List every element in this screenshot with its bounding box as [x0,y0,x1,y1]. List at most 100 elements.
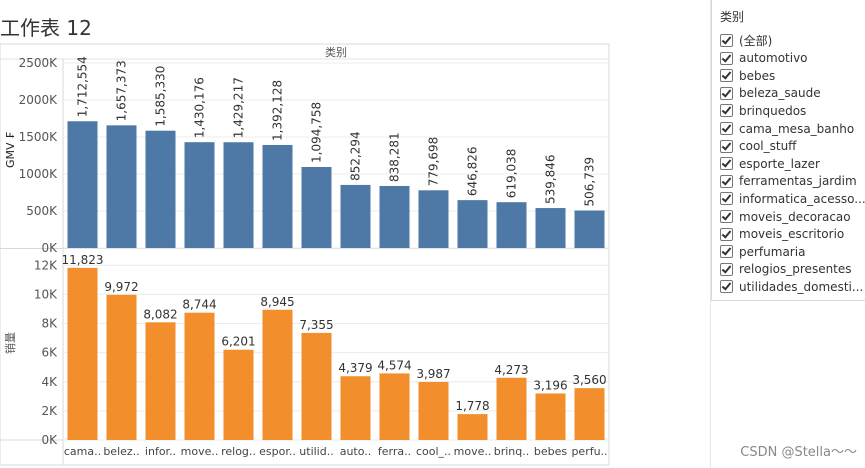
y-tick-label: 4K [41,375,58,389]
y-tick-label: 2500K [19,56,59,70]
filter-item[interactable]: cama_mesa_banho [720,120,865,137]
checkbox-checked-icon[interactable] [720,86,733,100]
filter-item[interactable]: (全部) [720,32,865,49]
checkbox-checked-icon[interactable] [720,139,733,153]
bar[interactable] [379,185,410,248]
y-tick-label: 2000K [19,93,59,107]
filter-item[interactable]: esporte_lazer [720,155,865,172]
data-label: 8,945 [260,295,294,309]
bar[interactable] [106,294,137,440]
checkbox-checked-icon[interactable] [720,174,733,188]
sales-axis-title: 销量 [3,332,17,354]
y-tick-label: 500K [26,204,58,218]
y-tick-label: 1500K [19,130,59,144]
checkbox-checked-icon[interactable] [720,210,733,223]
filter-item[interactable]: ferramentas_jardim [720,173,865,190]
checkbox-checked-icon[interactable] [720,157,733,171]
x-tick-label: bebes [534,445,568,458]
bar[interactable] [457,414,488,440]
data-label: 1,712,554 [76,56,90,117]
y-tick-label: 12K [34,258,58,272]
bar[interactable] [340,376,371,440]
checkbox-checked-icon[interactable] [720,122,733,135]
bar[interactable] [262,144,293,248]
bar[interactable] [418,381,449,440]
dual-bar-chart: 类别 GMV ₣ 销量 0K 500K 1000K 1500K 2000K 2500K 0… [0,43,610,466]
category-filter-panel: 类别 (全部) automotivo bebes beleza_saude brinqu… [711,0,865,301]
bar[interactable] [535,393,566,440]
filter-item[interactable]: moveis_escritorio [720,226,865,243]
filter-item-label: utilidades_domesti... [739,279,864,294]
filter-item[interactable]: bebes [720,67,865,84]
x-tick-label: move.. [181,445,219,458]
data-label: 539,846 [544,154,558,204]
data-label: 3,196 [533,378,567,392]
bar[interactable] [67,121,98,248]
data-label: 4,574 [377,358,411,372]
filter-item[interactable]: automotivo [720,50,865,67]
data-label: 1,585,330 [154,66,168,127]
checkbox-checked-icon[interactable] [720,34,733,47]
bar[interactable] [379,373,410,440]
bar[interactable] [145,322,176,440]
data-label: 1,657,373 [115,60,129,121]
y-tick-label: 8K [41,317,58,331]
data-label: 1,429,217 [232,77,246,138]
bar[interactable] [496,202,527,248]
bar[interactable] [574,388,605,440]
filter-item[interactable]: informatica_acesso... [720,190,865,207]
filter-item-label: ferramentas_jardim [739,174,857,189]
panel-divider [710,0,711,468]
filter-title: 类别 [720,10,745,24]
bar[interactable] [262,309,293,440]
data-label: 11,823 [62,253,104,267]
filter-item[interactable]: moveis_decoracao [720,208,865,225]
filter-item-label: moveis_escritorio [739,227,845,242]
bar[interactable] [418,190,449,248]
checkbox-checked-icon[interactable] [720,69,733,83]
gmv-axis-title: GMV ₣ [4,132,17,168]
x-tick-label: brinq.. [494,445,530,458]
bar[interactable] [106,125,137,248]
bar[interactable] [184,312,215,440]
filter-item-label: cama_mesa_banho [739,121,855,136]
filter-item[interactable]: perfumaria [720,243,865,260]
filter-item-label: relogios_presentes [739,262,852,277]
checkbox-checked-icon[interactable] [720,51,733,65]
data-label: 9,972 [104,280,138,294]
bar[interactable] [301,166,332,248]
checkbox-checked-icon[interactable] [720,245,733,259]
checkbox-checked-icon[interactable] [720,227,733,241]
bar[interactable] [340,184,371,248]
x-tick-label: auto.. [340,445,372,458]
data-label: 3,560 [572,373,606,387]
bar[interactable] [301,332,332,440]
checkbox-checked-icon[interactable] [720,280,733,294]
bar[interactable] [496,377,527,440]
bar[interactable] [223,142,254,248]
filter-item-label: esporte_lazer [739,156,820,171]
filter-item[interactable]: utilidades_domesti... [720,278,865,295]
bar[interactable] [535,208,566,248]
y-tick-label: 1000K [19,167,59,181]
bar[interactable] [145,130,176,248]
x-tick-label: utilid.. [299,445,333,458]
filter-item[interactable]: cool_stuff [720,138,865,155]
data-label: 619,038 [505,149,519,199]
x-tick-label: belez.. [103,445,139,458]
filter-item[interactable]: beleza_saude [720,85,865,102]
bar[interactable] [184,142,215,248]
checkbox-checked-icon[interactable] [720,104,733,118]
data-label: 4,273 [494,363,528,377]
bar[interactable] [223,349,254,440]
bar[interactable] [457,200,488,248]
bar[interactable] [574,210,605,248]
checkbox-checked-icon[interactable] [720,262,733,276]
filter-item[interactable]: relogios_presentes [720,261,865,278]
bar[interactable] [67,267,98,440]
filter-item-label: automotivo [739,51,808,66]
y-tick-label: 0K [41,433,58,447]
filter-item[interactable]: brinquedos [720,102,865,119]
category-labels: cama.. belez.. infor.. move.. relog.. espor..… [64,445,608,458]
checkbox-checked-icon[interactable] [720,192,733,206]
